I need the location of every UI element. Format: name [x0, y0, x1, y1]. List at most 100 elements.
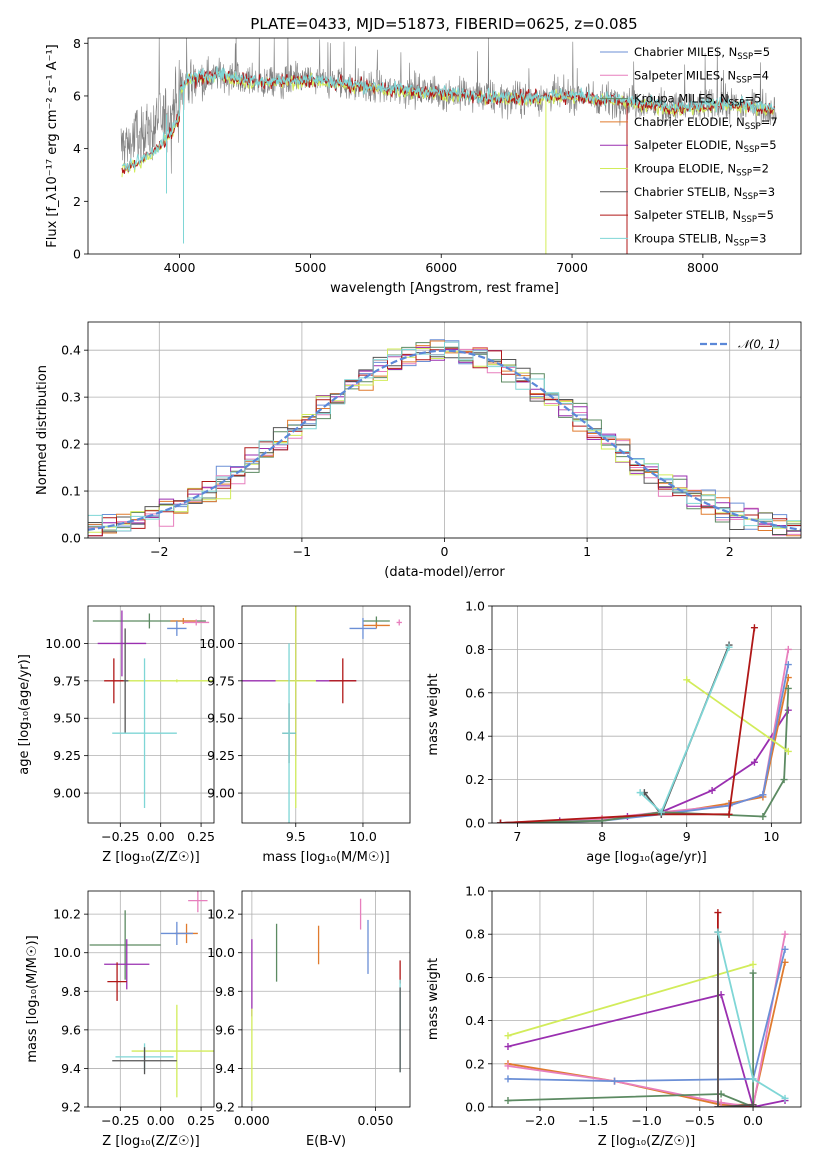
x-tick-label: 6000	[425, 260, 457, 275]
axes-frame	[241, 605, 411, 824]
mass-weight-marker	[784, 747, 792, 755]
mass-weight-marker	[504, 1097, 512, 1105]
y-tick-label: 0.1	[61, 484, 81, 499]
y-tick-label: 9.4	[215, 1061, 235, 1076]
y-tick-label: 10.00	[199, 636, 235, 651]
mass-weight-marker	[708, 786, 716, 794]
plot-area	[496, 624, 792, 823]
y-tick-label: 9.8	[215, 984, 235, 999]
axes-frame	[241, 890, 411, 1108]
mass-weight-marker	[749, 969, 757, 977]
x-tick-label: −1.0	[631, 1113, 661, 1128]
plot-area	[92, 610, 214, 809]
x-axis-label: (data-model)/error	[384, 565, 505, 580]
panel-age_vs_mass: 9.5 10.0 9.00 9.25 9.50 9.75 10.00 mass [log₁₀(…	[199, 605, 411, 865]
y-tick-label: 0.3	[61, 390, 81, 405]
y-tick-label: 9.25	[53, 748, 81, 763]
panel-spectrum: 4000 5000 6000 7000 8000 0 2 4 6 8 wavelength [Ang…	[45, 36, 802, 296]
y-tick-label: 10.00	[45, 636, 81, 651]
plot-area	[89, 891, 214, 1098]
mass-weight-marker	[504, 1075, 512, 1083]
y-tick-label: 10.2	[207, 907, 235, 922]
panel-age_vs_Z: −0.25 0.00 0.25 9.00 9.25 9.50 9.75 10.00 Z [log…	[17, 605, 215, 865]
x-axis-label: Z [log₁₀(Z/Z☉)]	[102, 850, 199, 865]
mass-weight-marker	[781, 1094, 789, 1102]
mass-weight-marker	[714, 909, 722, 917]
y-tick-label: 9.4	[61, 1061, 81, 1076]
mass-weight-line	[717, 932, 754, 1107]
axes-frame	[491, 605, 802, 824]
y-tick-label: 9.50	[53, 711, 81, 726]
legend-entry: 𝒩(0, 1)	[738, 337, 780, 351]
panel-mass_vs_Z: −0.25 0.00 0.25 9.2 9.4 9.6 9.8 10.0 10.2 Z [log₁…	[25, 890, 215, 1149]
y-tick-label: 9.00	[207, 786, 235, 801]
y-tick-label: 0.4	[61, 343, 81, 358]
x-axis-label: Z [log₁₀(Z/Z☉)]	[102, 1134, 199, 1149]
mass-weight-marker	[504, 1032, 512, 1040]
legend-entry: Kroupa ELODIE, NSSP=2	[634, 162, 769, 179]
mass-weight-line	[507, 949, 786, 1083]
y-tick-label: 10.0	[53, 945, 81, 960]
legend-entry: Chabrier STELIB, NSSP=3	[634, 185, 775, 202]
x-tick-label: 8	[598, 829, 606, 844]
y-tick-label: 0	[73, 247, 81, 262]
mass-weight-line	[500, 709, 790, 823]
residual-legend: 𝒩(0, 1)	[700, 337, 780, 351]
x-axis-label: mass [log₁₀(M/M☉)]	[262, 850, 389, 865]
x-tick-label: 0.00	[147, 829, 175, 844]
mass-weight-marker	[714, 928, 722, 936]
x-tick-label: −0.25	[101, 1113, 139, 1128]
mass-weight-line	[717, 931, 786, 1100]
mass-weight-line	[500, 627, 756, 823]
y-tick-label: 9.8	[61, 984, 81, 999]
y-axis-label: age [log₁₀(age/yr)]	[17, 654, 32, 775]
mass-weight-marker	[749, 1103, 757, 1107]
mass-weight-marker	[784, 684, 792, 692]
mass-weight-marker	[750, 624, 758, 632]
x-tick-label: 10.0	[349, 829, 377, 844]
mass-weight-marker	[749, 960, 757, 968]
y-tick-label: 1.0	[465, 884, 485, 899]
x-tick-label: −1	[293, 544, 311, 559]
mass-weight-line	[717, 912, 754, 1107]
mass-weight-marker	[714, 1103, 722, 1107]
x-tick-label: 0.00	[147, 1113, 175, 1128]
mass-weight-marker	[504, 1062, 512, 1070]
gaussian-reference-line	[88, 349, 801, 531]
x-axis-label: E(B-V)	[306, 1134, 346, 1149]
y-tick-label: 0.2	[465, 1056, 485, 1071]
y-tick-label: 0.2	[465, 772, 485, 787]
x-tick-label: −0.5	[685, 1113, 715, 1128]
y-tick-label: 9.75	[207, 673, 235, 688]
axes-frame	[87, 37, 802, 255]
x-tick-label: 0.25	[187, 1113, 215, 1128]
mass-weight-marker	[781, 945, 789, 953]
x-tick-label: 0.050	[358, 1113, 394, 1128]
x-tick-label: 1	[583, 544, 591, 559]
y-tick-label: 9.2	[215, 1100, 235, 1115]
mass-weight-marker	[725, 810, 733, 818]
y-tick-label: 0.6	[465, 685, 485, 700]
mass-weight-line	[500, 688, 790, 823]
x-tick-label: 9.5	[286, 829, 306, 844]
y-axis-label: mass weight	[426, 958, 441, 1040]
mass-weight-marker	[496, 819, 504, 823]
y-tick-label: 8	[73, 36, 81, 51]
y-tick-label: 2	[73, 194, 81, 209]
x-tick-label: −2.0	[525, 1113, 555, 1128]
mass-weight-marker	[598, 817, 606, 823]
mass-weight-line	[507, 963, 754, 1037]
legend-entry: Salpeter STELIB, NSSP=5	[634, 208, 774, 225]
y-tick-label: 9.6	[215, 1022, 235, 1037]
y-tick-label: 9.25	[207, 748, 235, 763]
y-tick-label: 0.0	[465, 816, 485, 831]
y-axis-label: Normed distribution	[35, 365, 50, 495]
mass-weight-marker	[784, 661, 792, 669]
y-axis-label: mass [log₁₀(M/M☉)]	[25, 935, 40, 1062]
mass-weight-marker	[683, 676, 691, 684]
y-tick-label: 4	[73, 141, 81, 156]
spectrum-model-line	[121, 66, 775, 172]
legend-entry: Chabrier ELODIE, NSSP=7	[634, 115, 778, 132]
x-tick-label: 0.25	[187, 829, 215, 844]
x-tick-label: 5000	[294, 260, 326, 275]
